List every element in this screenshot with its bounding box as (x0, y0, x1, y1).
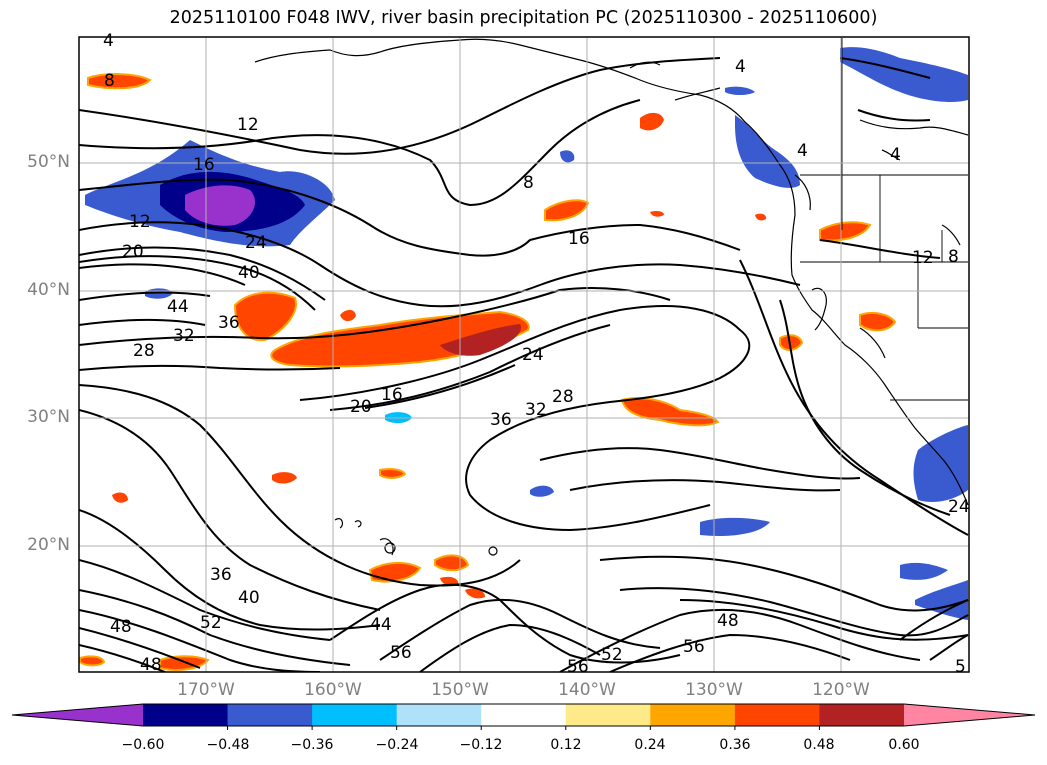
lat-label: 30°N (27, 407, 70, 427)
contour-label: 12 (129, 212, 151, 232)
lon-label: 120°W (812, 680, 870, 700)
colorbar-tick-label: −0.36 (290, 737, 334, 753)
contour-label: 48 (140, 655, 162, 675)
colorbar-segment (227, 704, 313, 726)
colorbar-tick-label: 0.48 (803, 737, 835, 753)
contour-label: 32 (525, 400, 547, 420)
contour-label: 8 (948, 247, 959, 267)
colorbar-tick-label: −0.12 (459, 737, 503, 753)
contour-label: 28 (133, 341, 155, 361)
map-title: 2025110100 F048 IWV, river basin precipi… (169, 8, 878, 28)
colorbar-tick-label: 0.24 (634, 737, 666, 753)
colorbar-extend-high (904, 704, 1035, 726)
contour-label: 24 (245, 233, 267, 253)
contour-label: 4 (890, 145, 901, 165)
colorbar (11, 703, 1036, 730)
contour-label: 4 (103, 31, 114, 51)
contour-labels: 4 8 12 16 8 12 20 24 40 44 36 32 28 16 2… (103, 31, 970, 677)
borders (800, 38, 968, 401)
contour-label: 32 (173, 326, 195, 346)
colorbar-segment (565, 704, 651, 726)
colorbar-segment (312, 704, 398, 726)
contour-label: 36 (490, 410, 512, 430)
contour-label: 20 (350, 397, 372, 417)
contour-label: 48 (110, 617, 132, 637)
contour-label: 5 (955, 657, 966, 677)
contour-label: 24 (522, 345, 544, 365)
contour-label: 20 (122, 242, 144, 262)
contour-label: 40 (238, 588, 260, 608)
contour-label: 56 (567, 657, 589, 677)
contour-label: 12 (237, 115, 259, 135)
colorbar-tick-label: 0.60 (888, 737, 920, 753)
lon-label: 160°W (304, 680, 362, 700)
contour-label: 52 (601, 645, 623, 665)
colorbar-segment (481, 704, 567, 726)
contour-label: 12 (912, 248, 934, 268)
contour-label: 16 (381, 385, 403, 405)
contour-label: 4 (797, 141, 808, 161)
colorbar-tick-label: −0.60 (121, 737, 165, 753)
contour-label: 40 (238, 263, 260, 283)
contour-label: 56 (683, 637, 705, 657)
colorbar-segment (650, 704, 736, 726)
gridlines (79, 37, 969, 672)
contour-label: 8 (104, 71, 115, 91)
colorbar-segment (734, 704, 820, 726)
contour-label: 16 (568, 229, 590, 249)
lat-label: 50°N (27, 152, 70, 172)
contour-label: 44 (370, 615, 392, 635)
lon-label: 130°W (685, 680, 743, 700)
colorbar-tick-label: −0.24 (375, 737, 419, 753)
lat-label: 40°N (27, 280, 70, 300)
contour-label: 36 (218, 313, 240, 333)
colorbar-tick-label: 0.36 (719, 737, 751, 753)
colorbar-outline (11, 703, 1036, 727)
colorbar-segment (143, 704, 229, 726)
colorbar-segment (819, 704, 905, 726)
contour-label: 24 (948, 497, 970, 517)
contour-label: 56 (390, 643, 412, 663)
lon-label: 140°W (558, 680, 616, 700)
lon-label: 170°W (177, 680, 235, 700)
precipitation-shading (79, 47, 968, 671)
contour-label: 4 (735, 57, 746, 77)
contour-label: 8 (523, 173, 534, 193)
colorbar-extend-low (12, 704, 143, 726)
lon-label: 150°W (431, 680, 489, 700)
colorbar-tick-label: 0.12 (550, 737, 582, 753)
coastlines (254, 38, 969, 556)
contour-label: 28 (552, 387, 574, 407)
lat-label: 20°N (27, 535, 70, 555)
colorbar-tick-label: −0.48 (206, 737, 250, 753)
contour-label: 48 (717, 611, 739, 631)
contour-label: 52 (200, 613, 222, 633)
contour-label: 16 (193, 155, 215, 175)
contour-label: 36 (210, 565, 232, 585)
map-border (78, 36, 970, 673)
contour-label: 44 (167, 297, 189, 317)
iwv-contours (79, 57, 969, 672)
colorbar-segment (396, 704, 482, 726)
